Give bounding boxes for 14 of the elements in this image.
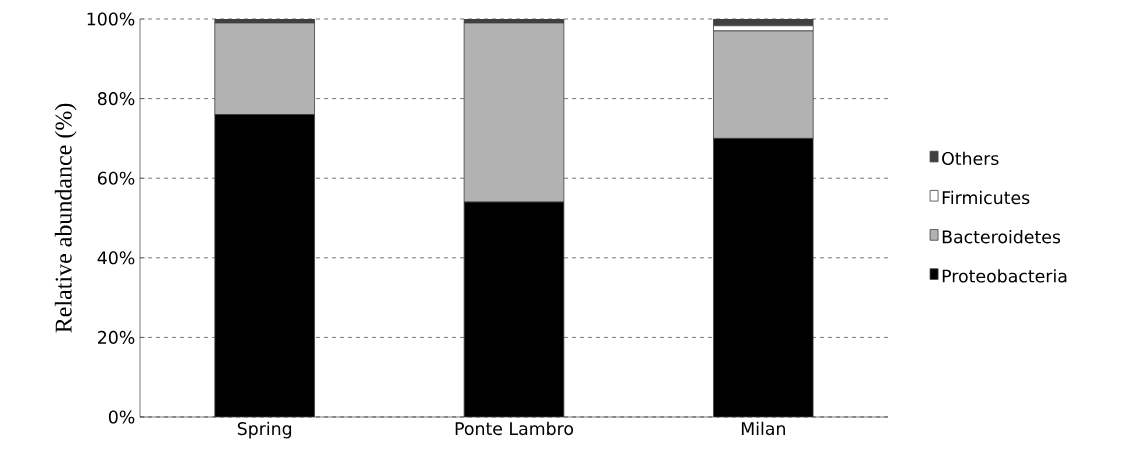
x-tick-label: Spring: [237, 421, 292, 439]
legend-label: Firmicutes: [942, 190, 1030, 205]
y-tick-label: 20%: [98, 330, 135, 344]
y-tick-label: 100%: [87, 12, 135, 26]
y-tick-label: 80%: [97, 92, 135, 106]
y-tick-label: 60%: [97, 171, 135, 185]
legend-label: Others: [942, 151, 999, 166]
y-tick-label: 0%: [108, 410, 135, 424]
y-axis-title: Relative abundance (%): [54, 103, 77, 333]
legend-label: Bacteroidetes: [942, 230, 1061, 244]
legend-label: Proteobacteria: [942, 269, 1067, 283]
x-tick-label: Milan: [741, 421, 785, 436]
x-tick-label: Ponte Lambro: [455, 421, 574, 436]
y-tick-label: 40%: [97, 251, 135, 265]
